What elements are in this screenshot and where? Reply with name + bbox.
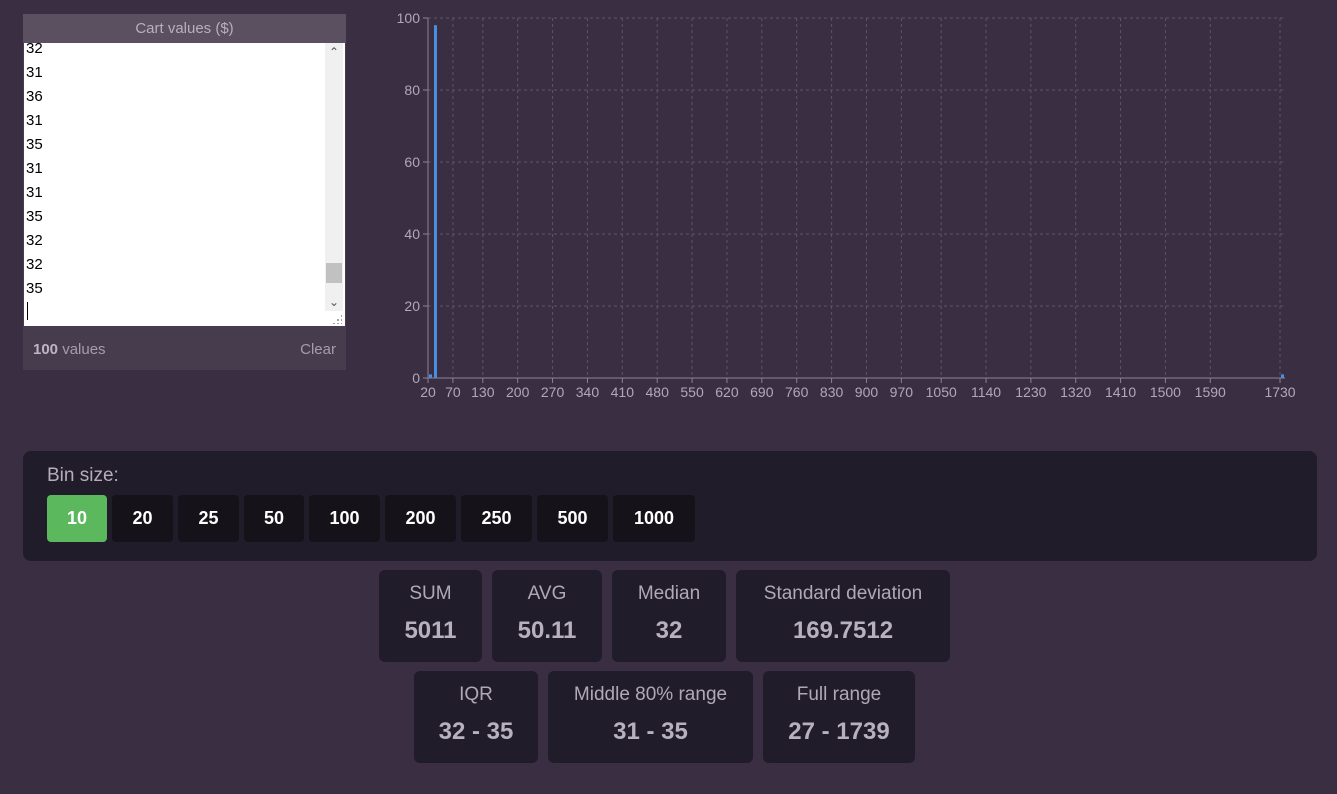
bin-size-button-500[interactable]: 500 bbox=[537, 495, 608, 542]
resize-grip-icon[interactable] bbox=[332, 314, 342, 324]
bin-size-button-20[interactable]: 20 bbox=[112, 495, 173, 542]
stat-iqr-value: 32 - 35 bbox=[438, 718, 514, 745]
stat-avg-label: AVG bbox=[527, 583, 567, 604]
stat-iqr: IQR 32 - 35 bbox=[414, 671, 538, 763]
cart-values-textarea[interactable]: 32 31 36 31 35 31 31 35 32 32 35 ⌃ ⌄ bbox=[24, 43, 345, 326]
clear-button[interactable]: Clear bbox=[300, 340, 336, 358]
stat-middle80-value: 31 - 35 bbox=[613, 718, 688, 745]
stat-avg-value: 50.11 bbox=[517, 617, 577, 644]
y-tick-label: 40 bbox=[404, 226, 420, 242]
bin-size-button-200[interactable]: 200 bbox=[385, 495, 456, 542]
bin-size-button-10[interactable]: 10 bbox=[47, 495, 107, 542]
x-tick-label: 690 bbox=[750, 384, 774, 400]
text-caret bbox=[27, 302, 28, 320]
cart-value-line: 32 bbox=[26, 256, 43, 273]
x-tick-label: 1050 bbox=[926, 384, 957, 400]
x-tick-label: 480 bbox=[646, 384, 670, 400]
cart-values-header: Cart values ($) bbox=[23, 14, 346, 43]
cart-value-line: 31 bbox=[26, 112, 43, 129]
x-tick-label: 1500 bbox=[1150, 384, 1181, 400]
stat-avg: AVG 50.11 bbox=[492, 570, 602, 662]
x-tick-label: 620 bbox=[715, 384, 739, 400]
cart-footer: 100 values Clear bbox=[23, 328, 346, 370]
bin-size-button-100[interactable]: 100 bbox=[309, 495, 380, 542]
bin-size-panel: Bin size: 10 20 25 50 100 200 250 500 1000 bbox=[23, 451, 1317, 561]
stat-sum: SUM 5011 bbox=[379, 570, 482, 662]
cart-value-line: 31 bbox=[26, 64, 43, 81]
x-tick-label: 70 bbox=[445, 384, 461, 400]
y-tick-label: 100 bbox=[397, 10, 421, 26]
bin-size-button-250[interactable]: 250 bbox=[461, 495, 532, 542]
x-tick-label: 1230 bbox=[1015, 384, 1046, 400]
x-tick-label: 1140 bbox=[971, 384, 1001, 400]
values-count-number: 100 bbox=[33, 340, 59, 358]
scroll-thumb[interactable] bbox=[326, 263, 342, 283]
stat-median-label: Median bbox=[637, 583, 701, 604]
bin-size-button-1000[interactable]: 1000 bbox=[613, 495, 695, 542]
y-tick-label: 60 bbox=[404, 154, 420, 170]
x-tick-label: 900 bbox=[855, 384, 879, 400]
cart-value-line: 31 bbox=[26, 184, 43, 201]
stat-median-value: 32 bbox=[655, 617, 683, 644]
y-tick-label: 80 bbox=[404, 82, 420, 98]
stat-sum-value: 5011 bbox=[404, 617, 457, 644]
bin-size-button-50[interactable]: 50 bbox=[244, 495, 304, 542]
stat-median: Median 32 bbox=[612, 570, 726, 662]
stat-full-range-value: 27 - 1739 bbox=[788, 718, 890, 745]
bin-size-label: Bin size: bbox=[47, 465, 119, 486]
cart-value-line: 35 bbox=[26, 208, 43, 225]
x-tick-label: 760 bbox=[785, 384, 809, 400]
stat-full-range: Full range 27 - 1739 bbox=[763, 671, 915, 763]
stat-full-range-label: Full range bbox=[796, 684, 882, 705]
x-tick-label: 270 bbox=[541, 384, 565, 400]
stat-middle80-label: Middle 80% range bbox=[573, 684, 728, 705]
x-tick-label: 550 bbox=[680, 384, 704, 400]
bin-size-button-25[interactable]: 25 bbox=[178, 495, 239, 542]
cart-values-panel: Cart values ($) 32 31 36 31 35 31 31 35 32 32 35 ⌃… bbox=[23, 14, 346, 370]
cart-value-line: 32 bbox=[26, 43, 43, 57]
x-tick-label: 970 bbox=[890, 384, 914, 400]
stat-stdev-label: Standard deviation bbox=[763, 583, 923, 604]
scroll-up-icon[interactable]: ⌃ bbox=[328, 45, 340, 59]
x-tick-label: 1590 bbox=[1195, 384, 1226, 400]
x-tick-label: 1410 bbox=[1105, 384, 1136, 400]
x-tick-label: 340 bbox=[576, 384, 600, 400]
x-tick-label: 1320 bbox=[1060, 384, 1091, 400]
stat-stdev-value: 169.7512 bbox=[792, 617, 894, 644]
x-tick-label: 1730 bbox=[1264, 384, 1295, 400]
x-tick-label: 200 bbox=[506, 384, 530, 400]
cart-value-line: 35 bbox=[26, 280, 43, 297]
x-tick-label: 20 bbox=[420, 384, 436, 400]
stat-stdev: Standard deviation 169.7512 bbox=[736, 570, 950, 662]
y-tick-label: 20 bbox=[404, 298, 420, 314]
histogram-bar bbox=[1281, 374, 1284, 378]
y-tick-label: 0 bbox=[412, 370, 420, 386]
values-count: 100 values bbox=[33, 341, 106, 358]
x-tick-label: 410 bbox=[611, 384, 635, 400]
cart-value-line: 32 bbox=[26, 232, 43, 249]
cart-value-line: 35 bbox=[26, 136, 43, 153]
scroll-down-icon[interactable]: ⌄ bbox=[328, 295, 340, 309]
textarea-scrollbar[interactable]: ⌃ ⌄ bbox=[325, 43, 343, 311]
cart-value-line: 31 bbox=[26, 160, 43, 177]
cart-values-list: 32 31 36 31 35 31 31 35 32 32 35 bbox=[26, 43, 43, 301]
stat-middle80: Middle 80% range 31 - 35 bbox=[548, 671, 753, 763]
stat-sum-label: SUM bbox=[409, 583, 452, 604]
histogram-bar bbox=[429, 374, 432, 378]
x-tick-label: 130 bbox=[471, 384, 495, 400]
histogram-bar bbox=[433, 25, 437, 378]
stat-iqr-label: IQR bbox=[459, 684, 493, 705]
values-count-suffix: values bbox=[58, 340, 106, 358]
cart-value-line: 36 bbox=[26, 88, 43, 105]
x-tick-label: 830 bbox=[820, 384, 844, 400]
bin-size-buttons: 10 20 25 50 100 200 250 500 1000 bbox=[47, 495, 695, 542]
